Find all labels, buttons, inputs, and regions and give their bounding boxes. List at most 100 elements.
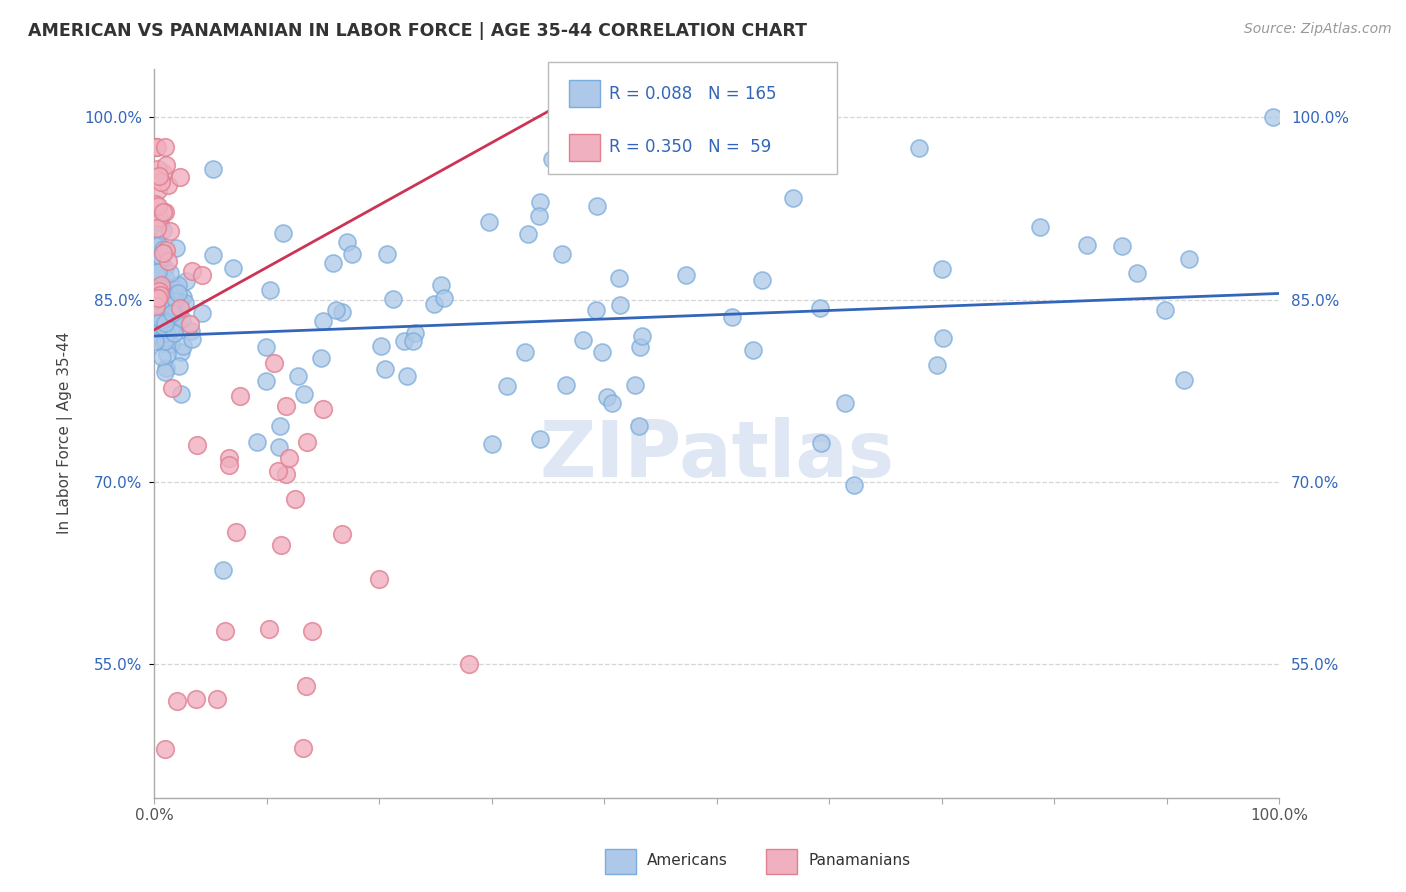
Text: R = 0.088   N = 165: R = 0.088 N = 165 bbox=[609, 85, 776, 103]
Point bbox=[146, 267, 169, 281]
Point bbox=[150, 350, 173, 364]
Point bbox=[143, 334, 166, 349]
Point bbox=[153, 140, 176, 154]
Point bbox=[169, 170, 191, 185]
Point bbox=[145, 290, 167, 304]
Point bbox=[782, 191, 804, 205]
Point bbox=[229, 389, 252, 403]
Point bbox=[148, 296, 170, 310]
Point bbox=[184, 691, 207, 706]
Point bbox=[312, 401, 335, 416]
Point bbox=[152, 292, 174, 306]
Point bbox=[167, 359, 190, 373]
Point bbox=[181, 264, 204, 278]
Point bbox=[218, 458, 240, 473]
Point bbox=[628, 419, 651, 434]
Point bbox=[155, 158, 177, 172]
Point bbox=[292, 387, 315, 401]
Point bbox=[336, 235, 359, 250]
Point bbox=[153, 316, 176, 330]
Point bbox=[143, 197, 166, 211]
Point bbox=[478, 215, 501, 229]
Point bbox=[803, 150, 825, 164]
Point bbox=[908, 141, 931, 155]
Point bbox=[148, 321, 170, 335]
Point bbox=[143, 266, 166, 280]
Point bbox=[149, 215, 172, 229]
Point bbox=[163, 326, 186, 341]
Point bbox=[370, 339, 392, 353]
Point bbox=[149, 287, 172, 301]
Point bbox=[529, 432, 551, 446]
Point bbox=[162, 382, 184, 396]
Point bbox=[381, 292, 404, 306]
Point bbox=[156, 178, 179, 192]
Point bbox=[155, 272, 177, 286]
Point bbox=[145, 305, 167, 319]
Point bbox=[165, 293, 187, 308]
Point bbox=[148, 183, 170, 197]
Point bbox=[153, 205, 176, 219]
Point bbox=[150, 283, 173, 297]
Point bbox=[152, 242, 174, 256]
Point bbox=[190, 268, 212, 282]
Point bbox=[607, 271, 630, 285]
Point bbox=[165, 241, 187, 255]
Point bbox=[180, 332, 202, 346]
Text: AMERICAN VS PANAMANIAN IN LABOR FORCE | AGE 35-44 CORRELATION CHART: AMERICAN VS PANAMANIAN IN LABOR FORCE | … bbox=[28, 22, 807, 40]
Point bbox=[155, 243, 177, 257]
Point bbox=[430, 277, 453, 292]
Point bbox=[395, 368, 418, 383]
Text: ZIPatlas: ZIPatlas bbox=[538, 417, 894, 493]
Point bbox=[150, 277, 173, 292]
Point bbox=[153, 319, 176, 334]
Point bbox=[149, 277, 172, 291]
Point bbox=[214, 624, 236, 638]
Point bbox=[246, 435, 269, 450]
Point bbox=[274, 467, 297, 481]
Point bbox=[149, 286, 172, 301]
Point bbox=[330, 304, 353, 318]
Point bbox=[150, 329, 173, 343]
Point bbox=[631, 329, 654, 343]
Point bbox=[145, 220, 167, 235]
Point bbox=[146, 198, 169, 212]
Point bbox=[254, 374, 277, 388]
Point bbox=[162, 309, 184, 323]
Point bbox=[291, 740, 314, 755]
Point bbox=[159, 266, 181, 280]
Point bbox=[160, 281, 183, 295]
Point bbox=[218, 450, 240, 465]
Point bbox=[808, 301, 831, 315]
Point bbox=[600, 396, 623, 410]
Point bbox=[145, 139, 167, 153]
Point bbox=[267, 440, 290, 454]
Point bbox=[165, 318, 187, 332]
Point bbox=[149, 175, 172, 189]
Point bbox=[433, 291, 456, 305]
Point bbox=[148, 238, 170, 252]
Point bbox=[180, 324, 202, 338]
Point bbox=[150, 297, 173, 311]
Point bbox=[145, 299, 167, 313]
Point bbox=[146, 139, 169, 153]
Point bbox=[152, 204, 174, 219]
Point bbox=[159, 297, 181, 311]
Point bbox=[751, 273, 773, 287]
Point bbox=[155, 293, 177, 308]
Point bbox=[160, 318, 183, 332]
Point bbox=[529, 194, 551, 209]
Point bbox=[155, 360, 177, 375]
Point bbox=[153, 284, 176, 298]
Point bbox=[145, 265, 167, 279]
Point bbox=[842, 478, 865, 492]
Point bbox=[156, 306, 179, 320]
Point bbox=[269, 418, 291, 433]
Point bbox=[374, 362, 396, 376]
Point bbox=[155, 742, 177, 756]
Point bbox=[143, 310, 166, 324]
Point bbox=[267, 464, 290, 478]
Point bbox=[155, 326, 177, 340]
Point bbox=[402, 334, 425, 348]
Point bbox=[516, 227, 538, 241]
